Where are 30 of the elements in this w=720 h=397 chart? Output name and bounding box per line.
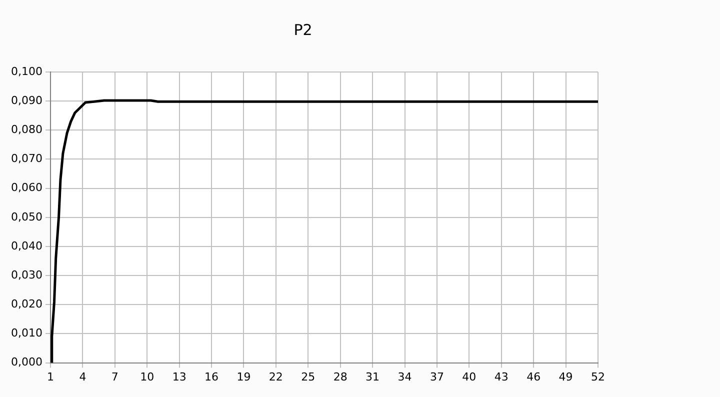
y-tick-label: 0,050: [10, 210, 42, 224]
y-tick-label: 0,010: [10, 326, 42, 340]
x-tick-label: 46: [526, 370, 541, 384]
x-tick-label: 43: [494, 370, 508, 384]
x-tick-label: 40: [462, 370, 476, 384]
x-tick-label: 37: [430, 370, 444, 384]
y-tick-label: 0,000: [10, 356, 42, 369]
x-tick-label: 7: [111, 370, 118, 384]
chart-title: P2: [294, 20, 312, 39]
x-tick-label: 16: [204, 370, 219, 384]
x-tick-label: 19: [236, 370, 251, 384]
y-tick-label: 0,060: [10, 181, 42, 194]
x-tick-label: 1: [46, 370, 54, 384]
x-tick-label: 28: [333, 370, 348, 384]
x-tick-label: 49: [558, 370, 573, 384]
x-tick-label: 25: [301, 370, 316, 384]
x-tick-label: 10: [140, 370, 154, 384]
x-tick-label: 34: [398, 370, 412, 384]
y-tick-label: 0,090: [10, 94, 42, 107]
y-tick-label: 0,070: [10, 152, 42, 166]
y-tick-label: 0,100: [10, 64, 42, 78]
y-tick-label: 0,030: [10, 268, 42, 282]
x-tick-label: 22: [268, 370, 283, 384]
x-tick-label: 13: [172, 370, 186, 384]
x-tick-label: 4: [79, 370, 86, 384]
y-tick-label: 0,020: [10, 298, 42, 310]
y-tick-label: 0,040: [10, 239, 42, 252]
x-tick-label: 31: [366, 370, 380, 384]
y-tick-label: 0,080: [10, 123, 42, 136]
x-tick-label: 52: [591, 370, 605, 384]
